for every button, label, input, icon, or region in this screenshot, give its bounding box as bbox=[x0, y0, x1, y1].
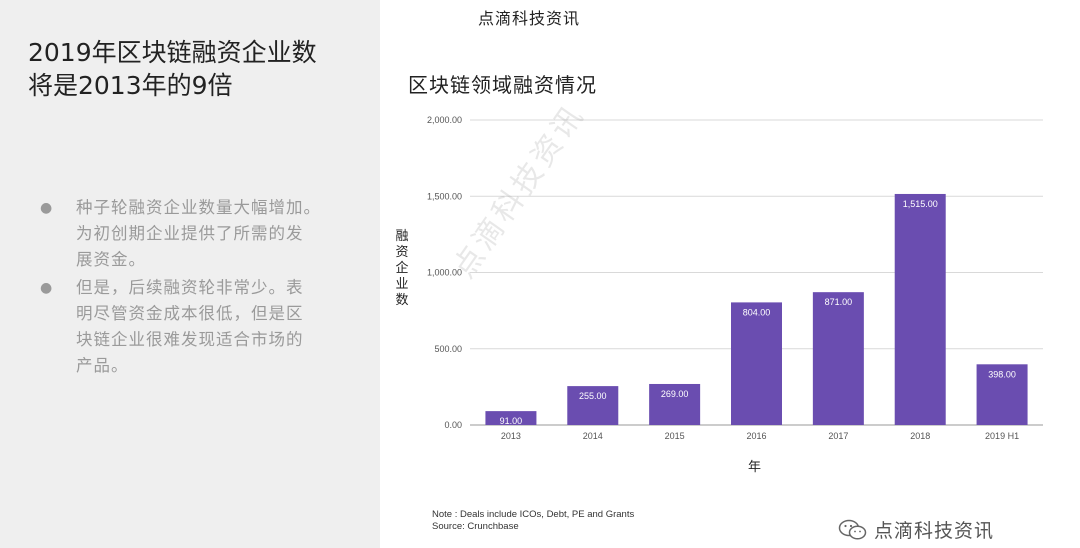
bar bbox=[976, 364, 1028, 425]
x-tick-label: 2019 H1 bbox=[985, 431, 1019, 441]
bar bbox=[649, 383, 701, 425]
bullet-2-line-2: 明尽管资金成本很低，但是区 bbox=[76, 304, 304, 323]
data-label: 255.00 bbox=[579, 391, 607, 401]
brand-footer: 点滴科技资讯 bbox=[838, 516, 994, 543]
chart-note: Note : Deals include ICOs, Debt, PE and … bbox=[432, 509, 634, 533]
x-tick-label: 2017 bbox=[828, 431, 848, 441]
y-axis-label-char: 数 bbox=[395, 293, 409, 308]
bar bbox=[812, 292, 864, 425]
bar bbox=[567, 386, 619, 425]
y-axis-label-char: 业 bbox=[395, 277, 409, 292]
slide-title-line-2: 将是2013年的9倍 bbox=[28, 71, 233, 100]
x-tick-label: 2013 bbox=[501, 431, 521, 441]
slide-title: 2019年区块链融资企业数 将是2013年的9倍 bbox=[28, 36, 368, 102]
brand-footer-text: 点滴科技资讯 bbox=[874, 520, 995, 542]
y-tick-label: 2,000.00 bbox=[427, 115, 462, 125]
x-tick-label: 2015 bbox=[665, 431, 685, 441]
bullet-list: ● 种子轮融资企业数量大幅增加。 为初创期企业提供了所需的发 展资金。 ● 但是… bbox=[36, 195, 366, 381]
wechat-icon bbox=[838, 519, 867, 540]
bullet-2-line-3: 块链企业很难发现适合市场的 bbox=[76, 330, 304, 349]
y-tick-label: 1,500.00 bbox=[427, 191, 462, 201]
bullet-item-2: ● 但是，后续融资轮非常少。表 明尽管资金成本很低，但是区 块链企业很难发现适合… bbox=[36, 275, 366, 379]
data-label: 871.00 bbox=[825, 297, 853, 307]
data-label: 269.00 bbox=[661, 389, 689, 399]
data-label: 91.00 bbox=[500, 416, 523, 426]
brand-header: 点滴科技资讯 bbox=[478, 9, 581, 28]
x-tick-label: 2018 bbox=[910, 431, 930, 441]
y-tick-label: 500.00 bbox=[434, 344, 462, 354]
data-label: 804.00 bbox=[743, 307, 771, 317]
bullet-dot: ● bbox=[40, 200, 54, 216]
note-line-1: Note : Deals include ICOs, Debt, PE and … bbox=[432, 509, 635, 520]
chart-title: 区块链领域融资情况 bbox=[408, 73, 597, 97]
bullet-item-1: ● 种子轮融资企业数量大幅增加。 为初创期企业提供了所需的发 展资金。 bbox=[36, 195, 366, 273]
y-axis-label-char: 企 bbox=[395, 261, 409, 276]
note-line-2: Source: Crunchbase bbox=[432, 521, 519, 532]
data-label: 1,515.00 bbox=[903, 199, 938, 209]
bar bbox=[731, 302, 782, 425]
bullet-1-line-1: 种子轮融资企业数量大幅增加。 bbox=[76, 198, 321, 217]
bar bbox=[485, 411, 537, 425]
slide-title-line-1: 2019年区块链融资企业数 bbox=[28, 38, 317, 67]
x-axis-label: 年 bbox=[748, 460, 762, 475]
bullet-2-line-1: 但是，后续融资轮非常少。表 bbox=[76, 278, 304, 297]
bullet-dot: ● bbox=[40, 280, 54, 296]
bullet-1-line-2: 为初创期企业提供了所需的发 bbox=[76, 224, 304, 243]
x-tick-label: 2016 bbox=[746, 431, 766, 441]
y-axis-label-char: 资 bbox=[395, 245, 409, 260]
y-axis-label-char: 融 bbox=[395, 229, 409, 244]
y-tick-label: 1,000.00 bbox=[427, 268, 462, 278]
x-tick-label: 2014 bbox=[583, 431, 603, 441]
data-label: 398.00 bbox=[988, 369, 1016, 379]
y-axis-label: 融 资 企 业 数 bbox=[392, 229, 412, 309]
left-panel bbox=[0, 0, 380, 548]
bullet-1-line-3: 展资金。 bbox=[76, 250, 146, 269]
y-tick-label: 0.00 bbox=[444, 420, 462, 430]
bullet-2-line-4: 产品。 bbox=[76, 356, 129, 375]
bar bbox=[894, 193, 946, 425]
